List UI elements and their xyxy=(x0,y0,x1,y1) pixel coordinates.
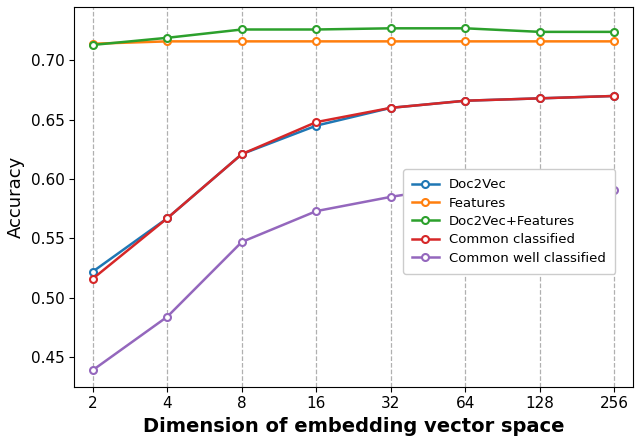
Common classified xyxy=(312,120,320,125)
Doc2Vec+Features xyxy=(238,27,246,32)
Common well classified xyxy=(461,183,469,188)
Doc2Vec xyxy=(387,105,395,110)
Doc2Vec+Features xyxy=(163,35,171,40)
Common well classified xyxy=(238,239,246,245)
Common well classified xyxy=(89,368,97,373)
Common well classified xyxy=(536,186,544,191)
Common classified xyxy=(536,96,544,101)
Legend: Doc2Vec, Features, Doc2Vec+Features, Common classified, Common well classified: Doc2Vec, Features, Doc2Vec+Features, Com… xyxy=(403,169,615,274)
Doc2Vec+Features xyxy=(536,29,544,35)
Line: Features: Features xyxy=(89,38,618,47)
Doc2Vec+Features xyxy=(611,29,618,35)
Common classified xyxy=(611,93,618,99)
Common classified xyxy=(163,216,171,221)
Common well classified xyxy=(312,209,320,214)
Line: Common well classified: Common well classified xyxy=(89,182,618,373)
Common classified xyxy=(387,105,395,110)
Features xyxy=(611,39,618,44)
Doc2Vec xyxy=(461,98,469,103)
Doc2Vec xyxy=(536,96,544,101)
Doc2Vec xyxy=(238,152,246,157)
Doc2Vec xyxy=(89,269,97,274)
Common classified xyxy=(461,98,469,103)
Features xyxy=(536,39,544,44)
Common classified xyxy=(89,276,97,281)
Features xyxy=(163,39,171,44)
Common well classified xyxy=(611,187,618,192)
Features xyxy=(461,39,469,44)
Features xyxy=(89,41,97,47)
Doc2Vec+Features xyxy=(387,26,395,31)
X-axis label: Dimension of embedding vector space: Dimension of embedding vector space xyxy=(143,417,564,436)
Common well classified xyxy=(163,314,171,319)
Common well classified xyxy=(387,194,395,199)
Y-axis label: Accuracy: Accuracy xyxy=(7,156,25,238)
Doc2Vec+Features xyxy=(461,26,469,31)
Doc2Vec xyxy=(163,216,171,221)
Doc2Vec xyxy=(611,93,618,99)
Features xyxy=(312,39,320,44)
Doc2Vec+Features xyxy=(89,42,97,47)
Doc2Vec xyxy=(312,123,320,128)
Doc2Vec+Features xyxy=(312,27,320,32)
Features xyxy=(387,39,395,44)
Common classified xyxy=(238,152,246,157)
Line: Doc2Vec+Features: Doc2Vec+Features xyxy=(89,25,618,48)
Features xyxy=(238,39,246,44)
Line: Common classified: Common classified xyxy=(89,93,618,282)
Line: Doc2Vec: Doc2Vec xyxy=(89,93,618,275)
